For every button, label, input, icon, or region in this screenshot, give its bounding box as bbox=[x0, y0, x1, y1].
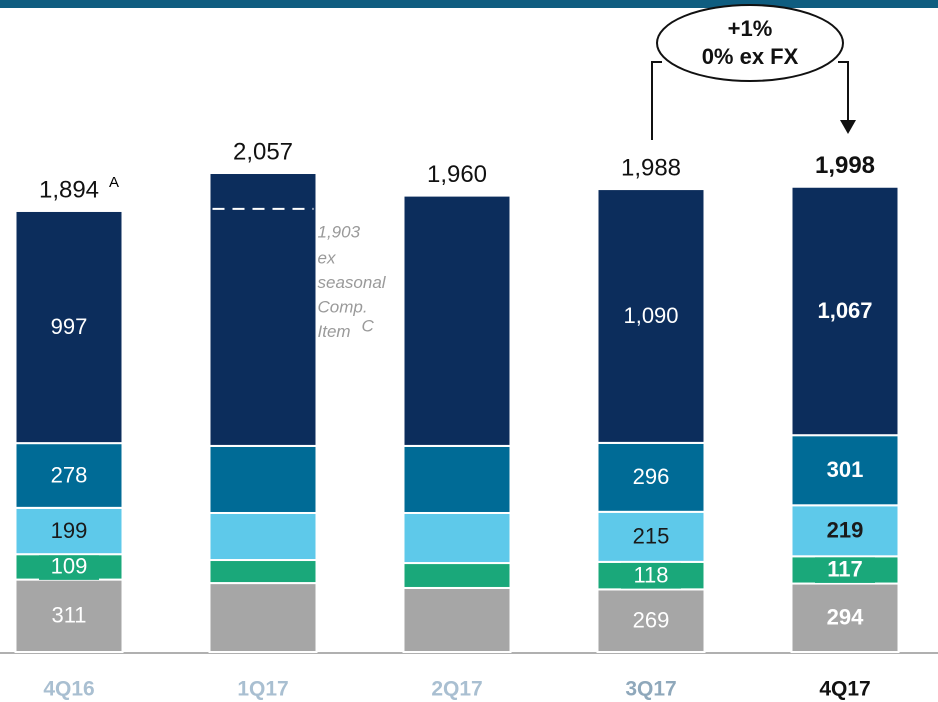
bar-segment bbox=[208, 582, 318, 653]
value-label: 219 bbox=[827, 518, 864, 543]
bubble-line: 0% ex FX bbox=[702, 44, 799, 69]
note: 1,903 bbox=[318, 222, 361, 241]
bar-segment bbox=[790, 504, 900, 558]
note-superscript: C bbox=[362, 316, 375, 335]
note: Item bbox=[318, 322, 351, 341]
category-label: 3Q17 bbox=[625, 678, 676, 701]
value-label: 997 bbox=[51, 314, 88, 339]
category-label: 2Q17 bbox=[431, 678, 482, 701]
value-label: 117 bbox=[827, 557, 863, 582]
total-label: 1,894 bbox=[39, 176, 99, 203]
bar-segment bbox=[14, 442, 124, 509]
value-label: 1,067 bbox=[817, 298, 872, 323]
bar-segment bbox=[14, 506, 124, 556]
bar-segment bbox=[596, 588, 706, 654]
bar-segment bbox=[208, 172, 318, 447]
bar-segment bbox=[14, 209, 124, 445]
bar-segment bbox=[402, 511, 512, 565]
category-label: 4Q17 bbox=[819, 678, 870, 701]
arrow-left bbox=[651, 61, 662, 140]
total-label: 1,988 bbox=[621, 154, 681, 181]
top-band bbox=[0, 0, 938, 8]
label-box bbox=[621, 562, 681, 589]
bar-segment bbox=[596, 441, 706, 513]
total-label: 1,960 bbox=[427, 161, 487, 188]
total-superscript: A bbox=[109, 174, 119, 191]
label-box bbox=[39, 553, 99, 580]
bar-segment bbox=[596, 188, 706, 444]
note: Comp. bbox=[318, 297, 368, 316]
category-label: 1Q17 bbox=[237, 678, 288, 701]
bar-segment bbox=[208, 444, 318, 514]
bar-segment bbox=[208, 511, 318, 562]
note: seasonal bbox=[318, 273, 387, 292]
bubble bbox=[656, 4, 844, 82]
bubble-line: +1% bbox=[728, 16, 773, 41]
value-label: 278 bbox=[51, 462, 88, 487]
note: ex bbox=[318, 248, 336, 267]
value-label: 109 bbox=[51, 554, 88, 579]
arrow-head bbox=[840, 120, 856, 134]
bar-segment bbox=[790, 434, 900, 507]
value-label: 118 bbox=[633, 562, 668, 587]
value-label: 301 bbox=[827, 457, 864, 482]
value-label: 311 bbox=[51, 603, 86, 628]
arrow-right bbox=[838, 61, 849, 120]
bar-segment bbox=[208, 559, 318, 585]
value-label: 296 bbox=[633, 464, 670, 489]
value-label: 199 bbox=[51, 518, 88, 543]
label-box bbox=[815, 556, 875, 583]
bar-segment bbox=[14, 578, 124, 653]
bar-segment bbox=[790, 582, 900, 653]
total-label: 1,998 bbox=[815, 152, 875, 179]
bar-segment bbox=[402, 562, 512, 589]
value-label: 269 bbox=[633, 607, 670, 632]
value-label: 1,090 bbox=[623, 303, 678, 328]
bar-segment bbox=[402, 444, 512, 514]
value-label: 294 bbox=[827, 605, 864, 630]
category-label: 4Q16 bbox=[43, 678, 94, 701]
bar-segment bbox=[402, 586, 512, 654]
bar-segment bbox=[790, 185, 900, 437]
value-label: 215 bbox=[633, 524, 670, 549]
bar-segment bbox=[402, 194, 512, 447]
bar-segment bbox=[596, 510, 706, 563]
total-label: 2,057 bbox=[233, 138, 293, 165]
